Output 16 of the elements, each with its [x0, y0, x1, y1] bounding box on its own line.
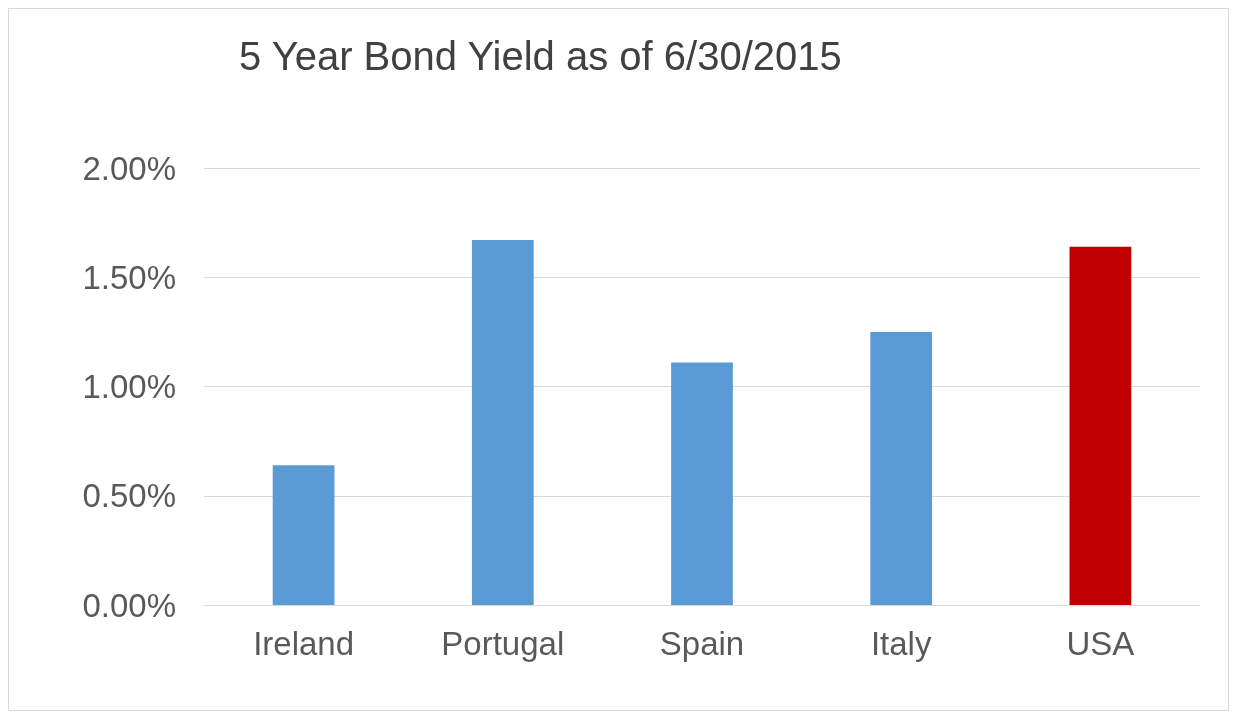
bar [870, 331, 933, 605]
x-tick-label: Spain [659, 625, 745, 662]
bar [1069, 246, 1132, 605]
x-tick-label: Italy [870, 625, 932, 662]
bar [671, 362, 733, 605]
x-tick-label: Ireland [253, 625, 355, 662]
y-tick-label: 0.50% [82, 477, 176, 515]
x-tick-label: Portugal [441, 625, 565, 662]
y-tick-label: 1.50% [82, 258, 176, 296]
y-tick-label: 0.00% [82, 586, 176, 624]
x-tick-label: USA [1066, 625, 1135, 662]
y-tick-label: 2.00% [82, 149, 176, 187]
bar [471, 240, 534, 605]
bar [272, 465, 335, 605]
y-tick-label: 1.00% [82, 368, 176, 405]
chart-title: 5 Year Bond Yield as of 6/30/2015 [239, 34, 842, 78]
